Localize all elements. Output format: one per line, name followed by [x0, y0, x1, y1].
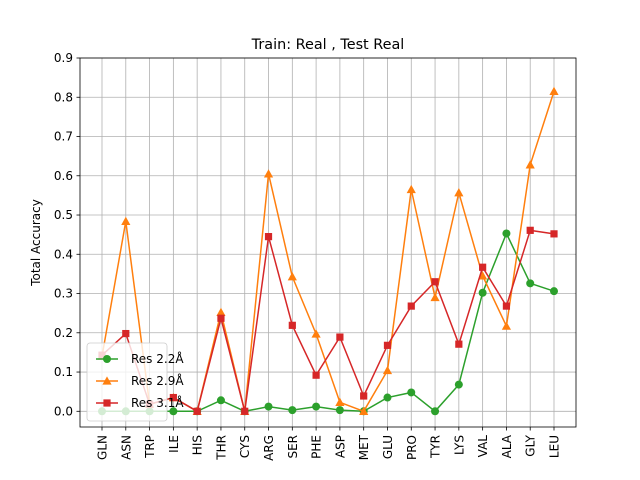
- data-point: [121, 216, 131, 225]
- legend-swatch-marker: [103, 355, 111, 363]
- data-point: [383, 393, 392, 402]
- data-point: [550, 287, 558, 296]
- data-point: [526, 279, 535, 288]
- legend-item: Res 2.2Å: [96, 351, 184, 366]
- y-tick-label: 0.0: [54, 404, 73, 418]
- data-point: [478, 288, 487, 297]
- x-tick-label: PRO: [405, 435, 419, 460]
- y-tick-label: 0.1: [54, 365, 73, 379]
- x-tick-label: TRP: [143, 435, 157, 459]
- data-point: [455, 340, 463, 348]
- data-point: [431, 278, 439, 286]
- data-point: [360, 392, 368, 400]
- data-point: [193, 407, 201, 415]
- series-3: [98, 226, 558, 415]
- series-line: [101, 229, 555, 413]
- data-point: [122, 329, 130, 338]
- data-point: [217, 314, 225, 322]
- x-tick-label: PHE: [310, 435, 324, 459]
- data-point: [479, 263, 487, 271]
- data-point: [241, 407, 249, 415]
- x-tick-label: GLU: [381, 435, 395, 459]
- data-point: [264, 402, 273, 411]
- data-point: [406, 184, 416, 194]
- data-point: [383, 341, 392, 349]
- series-1: [98, 229, 558, 416]
- data-point: [288, 321, 296, 329]
- data-point: [526, 226, 534, 234]
- data-point: [216, 307, 226, 317]
- y-tick-label: 0.8: [54, 90, 73, 104]
- y-axis-ticks: 0.0 0.1 0.2 0.3 0.4 0.5 0.6 0.7 0.8 0.9: [54, 51, 80, 418]
- data-point: [501, 321, 512, 330]
- x-tick-label: ASP: [333, 435, 347, 458]
- legend-label: Res 2.2Å: [131, 351, 184, 366]
- data-point: [216, 396, 225, 405]
- x-axis-ticks: GLN ASN TRP ILE HIS THR CYS ARG SER PHE ASP MET GLU P…: [96, 427, 562, 461]
- y-tick-label: 0.4: [54, 247, 73, 261]
- data-point: [407, 302, 415, 310]
- x-tick-label: SER: [286, 435, 300, 459]
- data-point: [311, 329, 321, 338]
- data-point: [454, 380, 463, 389]
- data-point: [264, 233, 273, 241]
- y-tick-label: 0.9: [54, 51, 73, 65]
- legend-item: Res 3.1Å: [96, 395, 184, 410]
- x-tick-label: ASN: [119, 435, 133, 460]
- legend-swatch-marker: [102, 376, 112, 385]
- x-tick-label: HIS: [191, 435, 205, 455]
- data-point: [169, 393, 177, 402]
- data-point: [549, 86, 559, 96]
- legend-label: Res 2.9Å: [131, 373, 184, 388]
- data-point: [359, 406, 369, 415]
- y-tick-label: 0.6: [54, 169, 73, 183]
- x-tick-label: GLN: [96, 435, 110, 460]
- data-point: [288, 406, 297, 415]
- x-tick-label: ARG: [262, 435, 276, 461]
- data-point: [287, 272, 297, 281]
- x-tick-label: MET: [357, 434, 371, 460]
- data-point: [335, 406, 344, 415]
- y-tick-label: 0.2: [54, 326, 73, 340]
- data-point: [454, 188, 464, 197]
- data-point: [169, 407, 178, 416]
- x-tick-label: LEU: [548, 435, 562, 458]
- data-point: [382, 365, 393, 375]
- x-tick-label: GLY: [524, 434, 538, 456]
- x-tick-label: ILE: [167, 435, 181, 453]
- x-tick-label: LYS: [452, 435, 466, 455]
- data-point: [407, 388, 416, 397]
- data-point: [478, 271, 488, 280]
- data-point: [336, 333, 344, 341]
- data-point: [263, 169, 274, 178]
- x-tick-label: TYR: [429, 435, 443, 459]
- y-tick-label: 0.3: [54, 287, 73, 301]
- data-point: [335, 397, 345, 406]
- data-point: [431, 407, 440, 416]
- y-tick-label: 0.7: [54, 130, 73, 144]
- data-point: [525, 160, 535, 169]
- data-point: [312, 402, 321, 411]
- data-point: [430, 292, 440, 302]
- y-tick-label: 0.5: [54, 208, 73, 222]
- x-tick-label: VAL: [476, 435, 490, 458]
- x-tick-label: ALA: [500, 434, 514, 458]
- plot-frame: [79, 57, 577, 428]
- x-tick-label: THR: [214, 435, 228, 461]
- data-point: [502, 302, 511, 310]
- y-axis-label: Total Accuracy: [29, 199, 43, 287]
- x-tick-label: CYS: [238, 435, 252, 458]
- data-point: [502, 229, 511, 238]
- chart-title: Train: Real , Test Real: [251, 37, 405, 53]
- data-point: [550, 230, 558, 238]
- legend-item: Res 2.9Å: [96, 373, 184, 388]
- data-point: [312, 371, 320, 379]
- legend-label: Res 3.1Å: [131, 395, 184, 410]
- legend-swatch-marker: [103, 399, 111, 407]
- legend: Res 2.2Å Res 2.9Å Res 3.1Å: [86, 342, 184, 422]
